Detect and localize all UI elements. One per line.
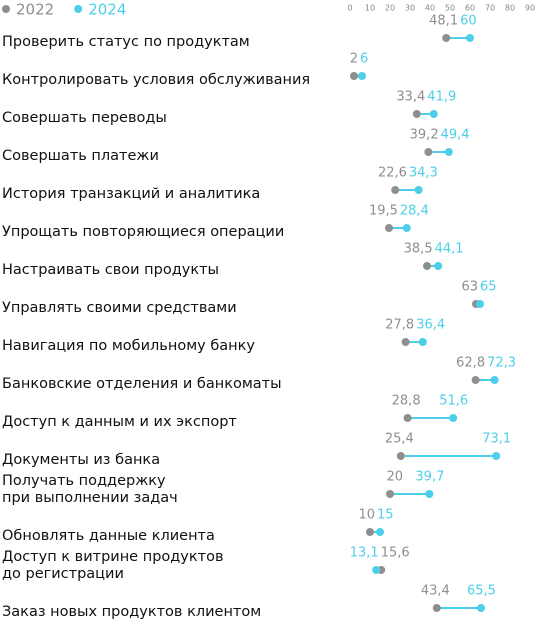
dot xyxy=(358,72,366,80)
category-label: Банковские отделения и банкоматы xyxy=(2,375,282,392)
dot xyxy=(424,148,433,156)
x-tick-label: 60 xyxy=(465,4,475,13)
value-label: 34,3 xyxy=(409,166,438,181)
dot xyxy=(386,490,394,498)
x-tick-label: 40 xyxy=(425,4,435,13)
x-tick-label: 70 xyxy=(485,4,495,13)
category-label: Настраивать свои продукты xyxy=(2,261,219,278)
value-label: 19,5 xyxy=(369,204,398,219)
x-tick-label: 50 xyxy=(445,4,455,13)
category-label: Совершать платежи xyxy=(2,147,159,164)
dot xyxy=(432,604,441,612)
value-label: 65 xyxy=(480,280,497,295)
category-label: История транзакций и аналитика xyxy=(2,185,261,202)
value-label: 15,6 xyxy=(381,546,410,561)
value-label: 72,3 xyxy=(487,356,516,371)
value-label: 65,5 xyxy=(467,584,496,599)
category-label: Получать поддержку при выполнении задач xyxy=(2,473,178,506)
category-label: Контролировать условия обслуживания xyxy=(2,71,311,88)
x-tick-label: 80 xyxy=(505,4,515,13)
dot xyxy=(391,186,400,194)
dot xyxy=(490,376,499,384)
value-label: 36,4 xyxy=(416,318,445,333)
value-label: 62,8 xyxy=(456,356,485,371)
dot xyxy=(414,186,423,194)
dot xyxy=(471,376,480,384)
legend-label: 2022 xyxy=(16,1,54,19)
dot xyxy=(418,338,427,346)
dot xyxy=(366,528,374,536)
dot xyxy=(425,490,434,498)
value-label: 60 xyxy=(460,14,477,29)
legend-label: 2024 xyxy=(88,1,126,19)
dot xyxy=(403,414,412,422)
value-label: 51,6 xyxy=(439,394,468,409)
value-label: 41,9 xyxy=(427,90,456,105)
category-label: Документы из банка xyxy=(2,451,161,468)
category-label: Упрощать повторяющиеся операции xyxy=(2,223,285,240)
x-tick-label: 30 xyxy=(405,4,415,13)
category-label: Обновлять данные клиента xyxy=(2,527,215,544)
value-label: 15 xyxy=(377,508,394,523)
category-label: Навигация по мобильному банку xyxy=(2,337,255,354)
category-label: Доступ к витрине продуктов до регистраци… xyxy=(2,549,224,582)
value-label: 28,4 xyxy=(400,204,429,219)
dot xyxy=(442,34,451,42)
x-tick-label: 10 xyxy=(365,4,375,13)
legend-dot xyxy=(2,5,10,13)
dot xyxy=(476,300,484,308)
dot xyxy=(350,72,358,80)
value-label: 39,7 xyxy=(415,470,444,485)
value-label: 28,8 xyxy=(392,394,421,409)
dot xyxy=(492,452,501,460)
value-label: 22,6 xyxy=(378,166,407,181)
legend-dot xyxy=(74,5,83,13)
dot xyxy=(372,566,381,574)
value-label: 6 xyxy=(360,52,368,67)
value-label: 10 xyxy=(358,508,375,523)
value-label: 63 xyxy=(461,280,478,295)
dot xyxy=(466,34,474,42)
value-label: 27,8 xyxy=(385,318,414,333)
dot xyxy=(477,604,485,612)
x-tick-label: 20 xyxy=(385,4,395,13)
dot xyxy=(423,262,431,270)
dot xyxy=(376,528,384,536)
dot xyxy=(396,452,405,460)
value-label: 33,4 xyxy=(396,90,425,105)
category-label: Доступ к данным и их экспорт xyxy=(2,413,237,430)
value-label: 44,1 xyxy=(435,242,464,257)
x-tick-label: 90 xyxy=(525,4,535,13)
category-label: Управлять своими средствами xyxy=(2,299,237,316)
value-label: 2 xyxy=(350,52,358,67)
value-label: 73,1 xyxy=(482,432,511,447)
value-label: 39,2 xyxy=(410,128,439,143)
category-label: Совершать переводы xyxy=(2,109,167,126)
dot xyxy=(385,224,393,232)
x-tick-label: 0 xyxy=(347,4,352,13)
dot xyxy=(401,338,410,346)
category-label: Заказ новых продуктов клиентом xyxy=(2,603,262,620)
dot xyxy=(434,262,443,270)
value-label: 20 xyxy=(386,470,403,485)
category-label: Проверить статус по продуктам xyxy=(2,33,250,50)
value-label: 43,4 xyxy=(421,584,450,599)
dot xyxy=(429,110,438,118)
dot xyxy=(412,110,421,118)
dot xyxy=(449,414,458,422)
value-label: 48,1 xyxy=(429,14,458,29)
dot xyxy=(402,224,411,232)
dot xyxy=(444,148,453,156)
value-label: 38,5 xyxy=(404,242,433,257)
value-label: 13,1 xyxy=(350,546,379,561)
value-label: 49,4 xyxy=(441,128,470,143)
value-label: 25,4 xyxy=(385,432,414,447)
